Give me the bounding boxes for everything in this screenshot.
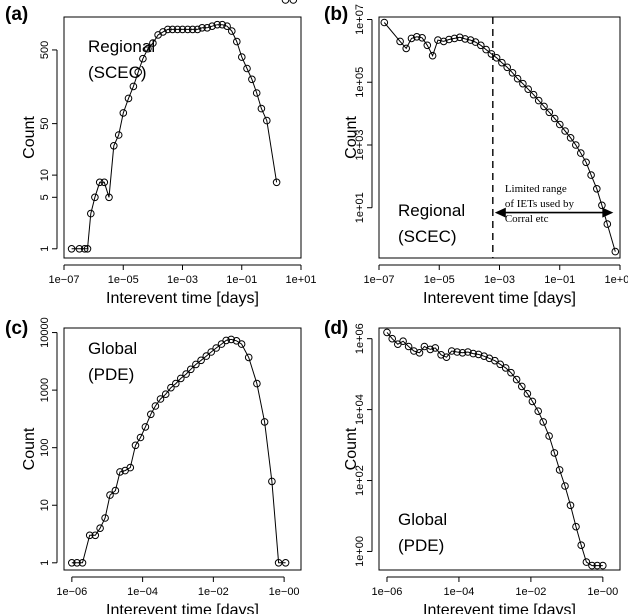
series-line: [72, 25, 277, 249]
x-axis-title: Interevent time [days]: [423, 290, 576, 307]
panel-label-line: (PDE): [398, 536, 444, 555]
x-axis-title: Interevent time [days]: [423, 602, 576, 614]
y-tick-label: 1e+05: [354, 67, 366, 98]
y-axis-title: Count: [343, 116, 360, 159]
chart-panel-4: (d)1e−06 1e−04 1e−02 1e−001e+001e+021e+041e…: [324, 318, 620, 614]
x-tick-label: 1e−07: [49, 274, 80, 286]
y-tick-label: 100: [39, 439, 51, 457]
x-tick-label: 1e+01: [286, 274, 317, 286]
x-tick-label: 1e−02: [198, 586, 229, 598]
annotation-line: of IETs used by: [505, 198, 575, 210]
y-tick-label: 1e+00: [354, 536, 366, 567]
panel-label-line: Global: [398, 510, 447, 529]
annotation-line: Corral etc: [505, 213, 549, 225]
panel-letter: (c): [5, 318, 28, 339]
x-tick-label: 1e−00: [587, 586, 618, 598]
panel-label-line: Global: [88, 339, 137, 358]
panel-letter: (d): [324, 318, 348, 339]
x-tick-label: 1e−03: [167, 274, 198, 286]
panel-label-line: Regional: [398, 201, 465, 220]
x-axis-title: Interevent time [days]: [106, 290, 259, 307]
y-tick-label: 1000: [39, 378, 51, 402]
chart-panel-3: (c) 1e−06 1e−04 1e−02 1e−00 1 10 100 1000 10000 In…: [5, 317, 301, 614]
y-tick-label: 1e+07: [354, 4, 366, 35]
x-tick-label: 1e−03: [484, 274, 515, 286]
x-tick-label: 1e−05: [108, 274, 139, 286]
x-tick-label: 1e−06: [56, 586, 87, 598]
chart-panel-1: (a) 1e−07 1e−05 1e−03 1e−01 1e+01 1 5 10 50 500 Int…: [5, 0, 316, 307]
x-tick-label: 1e−02: [515, 586, 546, 598]
series-line: [387, 332, 603, 565]
panel-label-line: (SCEC): [398, 227, 457, 246]
plot-frame: [379, 17, 620, 258]
y-axis-title: Count: [21, 427, 38, 470]
y-tick-label: 1e+04: [354, 394, 366, 425]
y-axis-title: Count: [21, 116, 38, 159]
y-tick-label: 1e+06: [354, 323, 366, 354]
x-tick-label: 1e−06: [372, 586, 403, 598]
chart-panel-2: (b) 1e−07 1e−05 1e−03 1e−01 1e+01 1e+01 1e+03 1e…: [324, 4, 628, 307]
x-tick-label: 1e−07: [364, 274, 395, 286]
x-tick-label: 1e−01: [226, 274, 257, 286]
x-tick-label: 1e−04: [443, 586, 474, 598]
x-axis-title: Interevent time [days]: [106, 602, 259, 614]
annotation-line: Limited range: [505, 183, 567, 195]
x-tick-label: 1e−01: [544, 274, 575, 286]
x-tick-label: 1e−00: [269, 586, 300, 598]
y-tick-label: 5: [39, 194, 51, 200]
panel-letter: (b): [324, 4, 348, 25]
y-tick-label: 1: [39, 560, 51, 566]
x-tick-label: 1e−04: [127, 586, 158, 598]
x-tick-label: 1e−05: [424, 274, 455, 286]
data-point: [282, 0, 289, 3]
y-tick-label: 1: [39, 246, 51, 252]
panel-letter: (a): [5, 4, 28, 25]
y-tick-label: 50: [39, 117, 51, 129]
y-tick-label: 1e+01: [354, 192, 366, 223]
panel-label-line: (PDE): [88, 365, 134, 384]
x-tick-label: 1e+01: [605, 274, 628, 286]
y-axis-title: Count: [343, 427, 360, 470]
y-tick-label: 10000: [39, 317, 51, 348]
y-tick-label: 500: [39, 41, 51, 59]
y-tick-label: 10: [39, 169, 51, 181]
y-tick-label: 10: [39, 499, 51, 511]
data-point: [290, 0, 297, 3]
range-arrow-left-head: [495, 208, 506, 218]
